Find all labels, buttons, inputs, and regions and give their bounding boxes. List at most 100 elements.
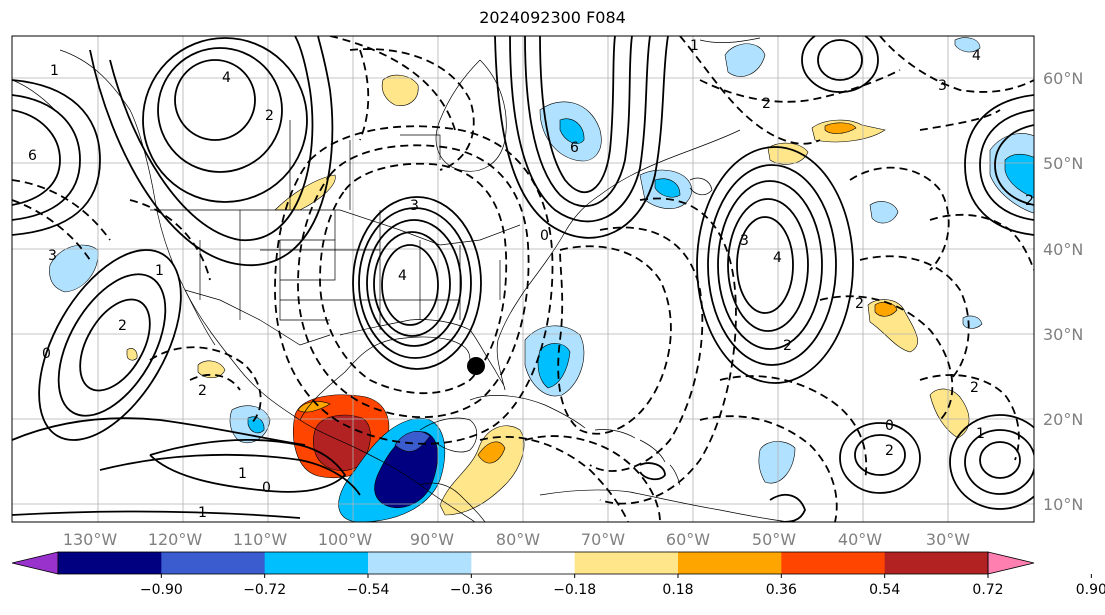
caribbean-islands [639,439,681,486]
contour-label: 1 [976,426,985,442]
colorbar-tick-label: −0.54 [347,582,390,598]
dashed-contours [12,36,1034,522]
contour-se-high-5 [949,414,1034,510]
negative-anomaly-bahamas-core [537,343,571,389]
cuba [469,395,586,429]
negative-anomaly-atlantic-3 [962,315,983,329]
lon-label: 130°W [63,530,118,549]
lon-label: 100°W [318,530,373,549]
colorbar-tick-label: −0.72 [243,582,286,598]
contour-dash-11 [879,36,1034,93]
us-mexico-border [184,289,331,346]
mexico-gulf-coast [299,336,471,421]
contour-label: 6 [28,148,37,164]
contour-west-low-1 [12,109,61,206]
contour-label: 0 [262,480,271,496]
contour-east-low-3 [964,94,1034,236]
colorbar-tick-label: 0.90 [1076,582,1105,598]
contour-dash-6 [557,245,672,435]
contour-dash-5 [329,36,456,131]
contour-label: 2 [118,318,127,334]
contour-dash-17 [189,373,241,391]
newfoundland [689,177,713,196]
contour-label: 1 [198,505,207,521]
canada-province-3 [400,134,441,160]
latitude-labels: 60°N 50°N 40°N 30°N 20°N 10°N [1043,69,1083,514]
colorbar-segment [264,552,369,574]
solid-contours [12,36,1034,522]
lat-label: 10°N [1043,495,1083,514]
contour-label: 0 [885,418,894,434]
contour-high-central-2 [373,231,451,337]
colorbar-segments [11,551,1035,575]
positive-anomaly-edge [297,401,331,413]
contour-label: 2 [855,296,864,312]
contour-high-central-1 [381,244,439,326]
contour-label: 4 [398,268,407,284]
colorbar-tick-label: 0.18 [662,582,693,598]
contour-dash-26 [919,109,1001,131]
contour-label: 6 [570,140,579,156]
contour-dash-27 [929,213,1034,271]
lat-label: 30°N [1043,325,1083,344]
contour-label: 0 [42,346,51,362]
colorbar-ticks: −0.90 −0.72 −0.54 −0.36 −0.18 0.18 0.36 0.54 0.7… [140,574,1105,598]
alaska-coast [12,79,56,111]
colorbar-segment [58,552,162,574]
contour-dash-16 [149,346,262,426]
contour-label: 2 [265,108,274,124]
contour-label: 3 [410,198,419,214]
colorbar-segment [574,552,679,574]
contour-dash-8 [599,197,737,505]
contour-dash-24 [479,436,629,522]
lon-label: 110°W [233,530,288,549]
lon-label: 30°W [926,530,970,549]
colorbar-tick-label: −0.36 [450,582,493,598]
contour-dash-23 [524,435,661,522]
contour-hudson-2 [524,36,633,207]
colorbar-tick-label: −0.18 [553,582,596,598]
contour-label: 2 [1025,193,1034,209]
contour-high-atlantic-4 [707,164,837,366]
negative-anomaly-labrador-core [654,178,681,198]
contour-label: 4 [773,250,782,266]
negative-anomaly-mid [394,431,431,452]
contour-high-central-5 [352,196,482,370]
contour-high-atlantic-5 [696,146,854,384]
contour-east-low-2 [979,109,1034,221]
negative-anomaly-hudson-core [559,118,585,144]
contour-dash-9 [679,36,821,145]
contour-label: 0 [540,228,549,244]
contour-label: 2 [198,383,207,399]
contour-dash-1 [319,162,508,395]
contour-hudson-4 [494,36,669,239]
contour-se-high-4 [964,429,1034,495]
negative-anomaly-atlantic-2 [869,201,899,224]
colorbar-frame [57,551,989,575]
lon-label: 60°W [666,530,710,549]
map-frame [11,35,1035,523]
positive-anomaly-east-atlantic [929,388,970,439]
contour-label: 3 [740,233,749,249]
lon-label: 120°W [148,530,203,549]
contour-dash-18 [129,199,211,281]
contour-pacific-3 [38,249,182,441]
contour-label: 2 [762,96,771,112]
lon-label: 80°W [496,530,540,549]
contour-dash-3 [274,125,554,445]
contour-label: 4 [222,70,231,86]
contour-label: 3 [938,78,947,94]
contour-natl-1 [817,39,863,81]
colorbar-tick-label: 0.54 [869,582,900,598]
contour-pacific-ridge-2 [149,438,347,493]
contour-pacific-ridge-1 [12,417,306,446]
contour-label: 1 [238,466,247,482]
contour-bottom-1 [12,510,301,519]
greenland-tip [699,37,761,43]
contour-dash-12 [849,166,950,271]
lat-label: 60°N [1043,69,1083,88]
central-america [419,482,486,522]
chart-title: 2024092300 F084 [479,8,626,27]
contour-label: 2 [885,443,894,459]
contour-dash-13 [859,255,970,381]
